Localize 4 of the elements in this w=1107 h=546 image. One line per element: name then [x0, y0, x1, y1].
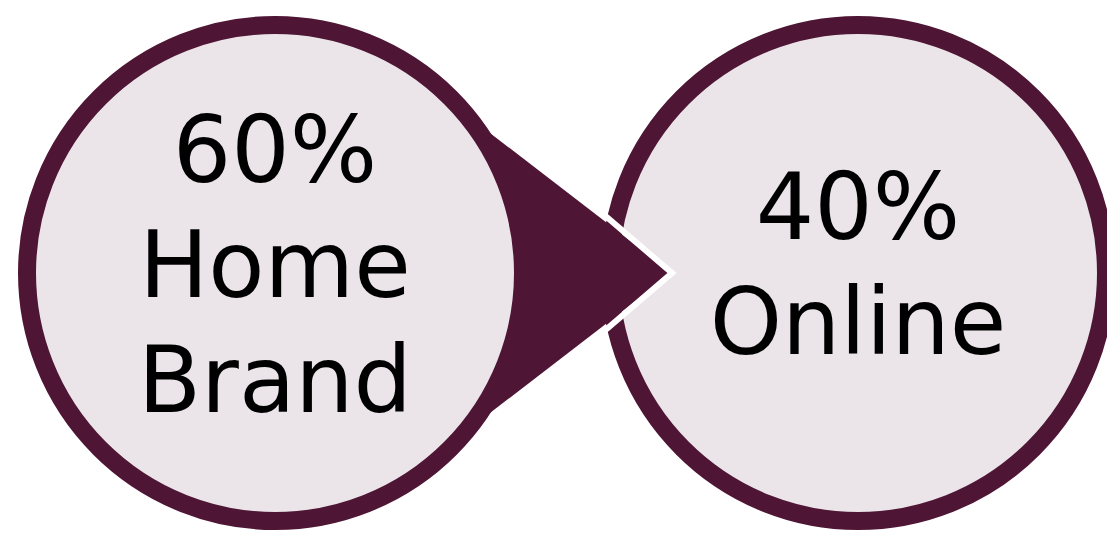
category-label: Online — [709, 269, 1007, 377]
category-label: Home Brand — [137, 211, 413, 434]
data-label: 60% — [172, 96, 378, 204]
data-label: 40% — [755, 154, 961, 262]
